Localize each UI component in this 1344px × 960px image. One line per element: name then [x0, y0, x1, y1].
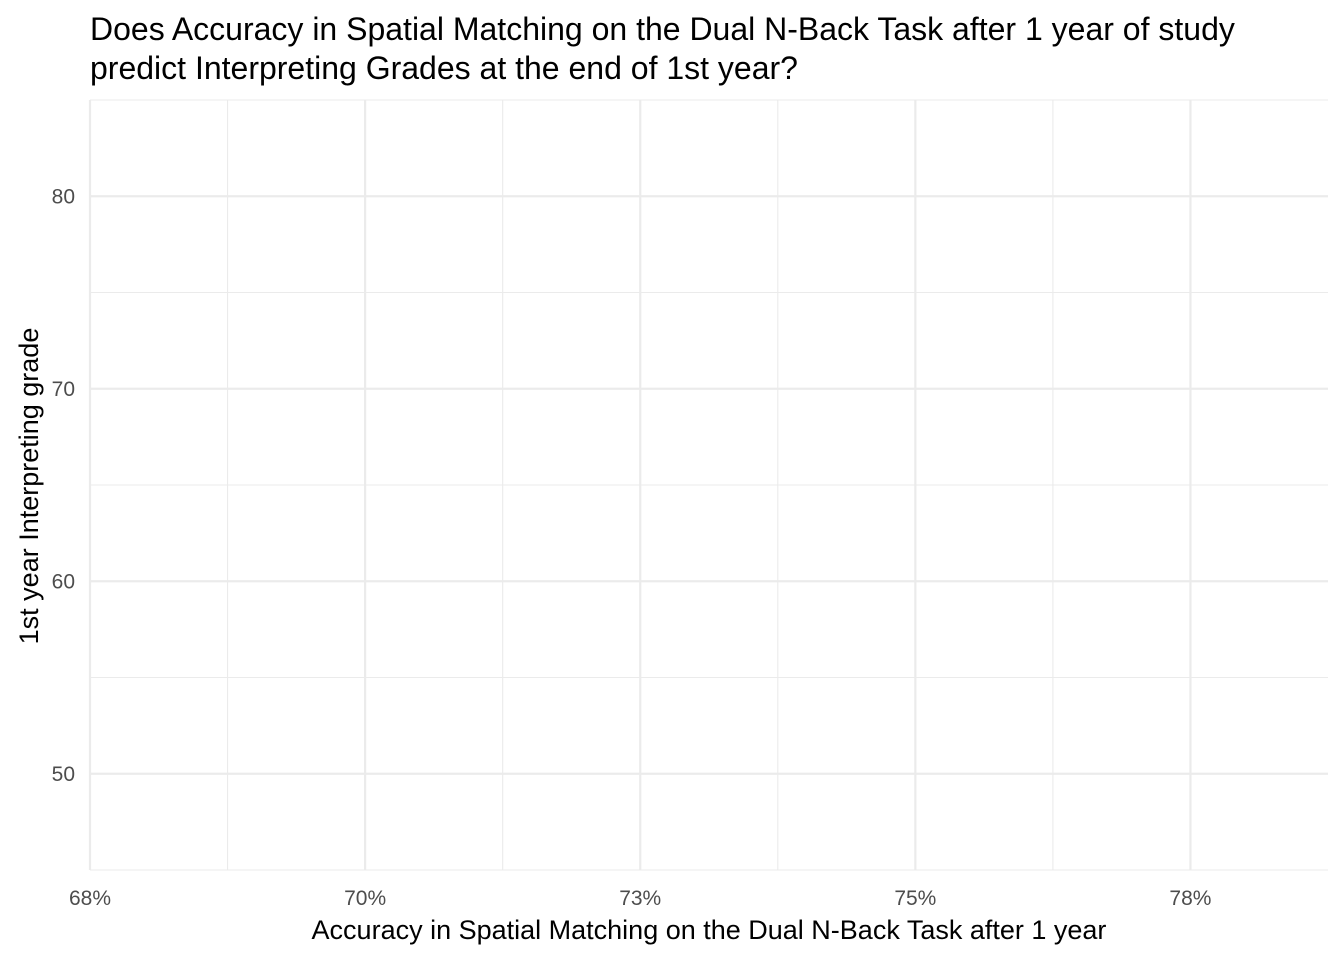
y-tick-label: 60: [52, 570, 75, 593]
x-tick-label: 75%: [894, 887, 936, 910]
y-axis-tick-labels: 50 60 70 80: [52, 185, 75, 786]
x-tick-label: 73%: [619, 887, 661, 910]
x-axis-title: Accuracy in Spatial Matching on the Dual…: [312, 915, 1107, 945]
chart-title: Does Accuracy in Spatial Matching on the…: [90, 11, 1235, 47]
x-tick-label: 70%: [344, 887, 386, 910]
x-axis-tick-labels: 68% 70% 73% 75% 78%: [69, 887, 1211, 910]
y-tick-label: 70: [52, 378, 75, 401]
grid-lines: [88, 99, 1328, 871]
x-tick-label: 78%: [1169, 887, 1211, 910]
x-tick-label: 68%: [69, 887, 111, 910]
y-tick-label: 80: [52, 185, 75, 208]
chart-subtitle: predict Interpreting Grades at the end o…: [90, 50, 798, 86]
y-axis-title: 1st year Interpreting grade: [14, 328, 44, 645]
y-tick-label: 50: [52, 763, 75, 786]
